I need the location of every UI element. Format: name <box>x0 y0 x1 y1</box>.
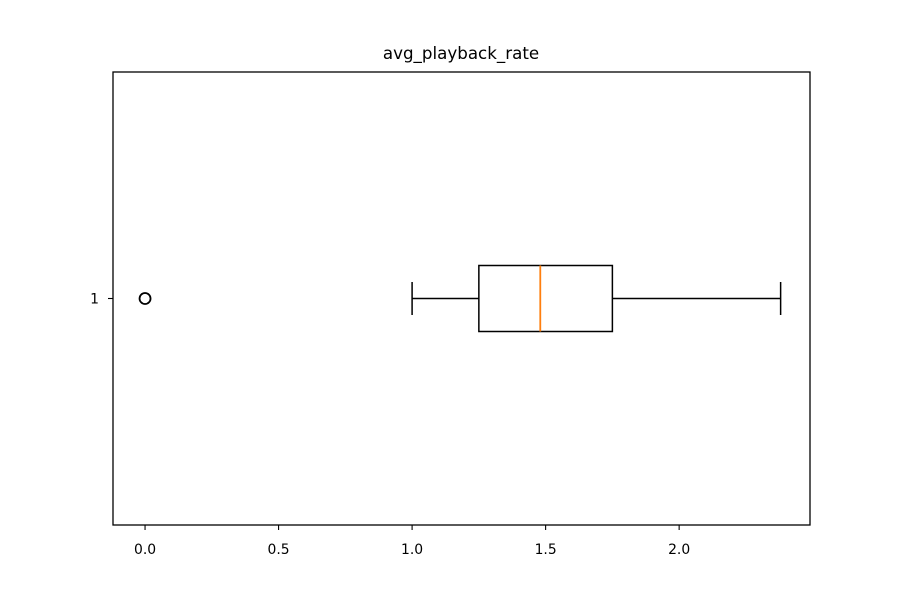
chart-title: avg_playback_rate <box>383 43 539 64</box>
box-iqr <box>478 264 614 333</box>
x-tick-label: 0.5 <box>268 542 290 558</box>
x-tick-label: 2.0 <box>668 542 690 558</box>
x-tick-label: 1.5 <box>535 542 557 558</box>
outlier-point <box>138 292 152 305</box>
x-tick-label: 1.0 <box>401 542 423 558</box>
x-tick-label: 0.0 <box>134 542 156 558</box>
plot-area: 0.0 0.5 1.0 1.5 2.0 1 <box>90 71 811 558</box>
y-tick-label: 1 <box>90 292 99 308</box>
